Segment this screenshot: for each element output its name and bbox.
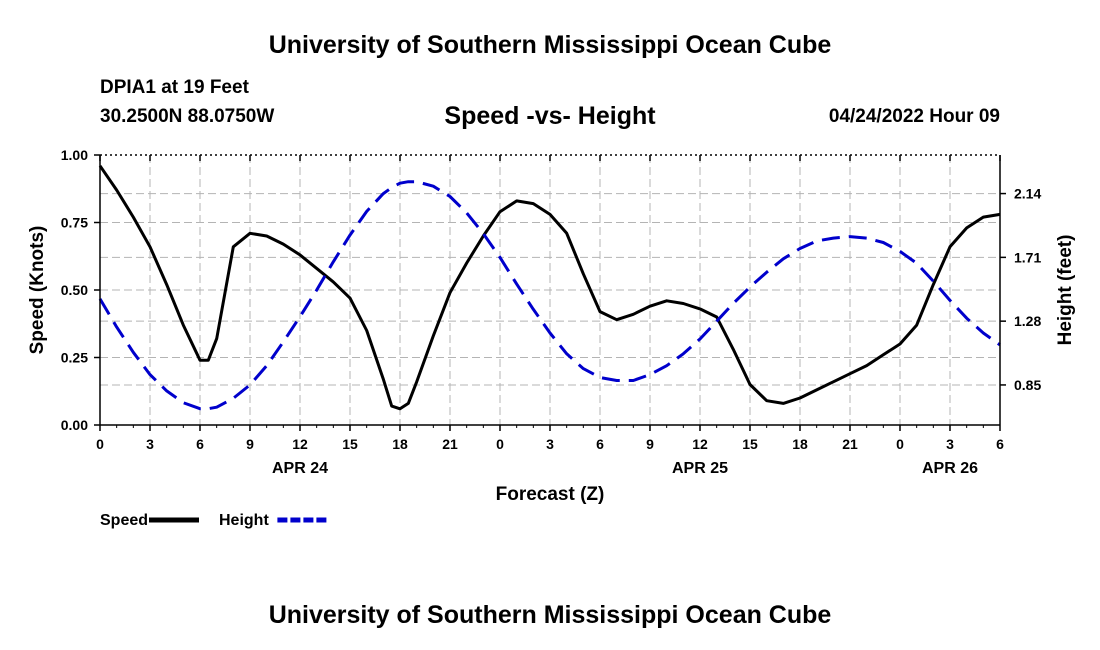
y-axis-title: Speed (Knots)	[27, 226, 48, 355]
x-tick-label: 6	[596, 436, 604, 452]
y-tick-label: 0.75	[61, 215, 88, 231]
date-label: 04/24/2022 Hour 09	[828, 106, 1000, 127]
series-line-height	[98, 180, 1001, 411]
x-tick-label: 6	[996, 436, 1004, 452]
footer-title: University of Southern Mississippi Ocean…	[268, 601, 832, 629]
x-tick-label: 18	[792, 436, 808, 452]
y-tick-label: 1.00	[61, 147, 88, 163]
x-day-label: APR 24	[272, 460, 328, 477]
x-tick-label: 9	[646, 436, 654, 452]
legend-label-height: Height	[219, 512, 269, 529]
x-tick-label: 9	[246, 436, 254, 452]
x-tick-label: 3	[946, 436, 954, 452]
x-tick-label: 15	[742, 436, 758, 452]
x-tick-label: 0	[96, 436, 104, 452]
x-day-label: APR 26	[922, 460, 978, 477]
page-title: University of Southern Mississippi Ocean…	[268, 31, 832, 59]
station-coords: 30.2500N 88.0750W	[100, 106, 275, 127]
legend-label-speed: Speed	[100, 512, 148, 529]
x-tick-label: 21	[442, 436, 458, 452]
x-tick-label: 6	[196, 436, 204, 452]
y2-tick-label: 0.85	[1014, 377, 1041, 393]
x-tick-label: 12	[692, 436, 708, 452]
y2-tick-label: 1.71	[1014, 249, 1041, 265]
x-tick-label: 0	[496, 436, 504, 452]
x-tick-label: 0	[896, 436, 904, 452]
y2-tick-label: 2.14	[1014, 186, 1041, 202]
y2-tick-label: 1.28	[1014, 313, 1041, 329]
x-tick-label: 15	[342, 436, 358, 452]
x-tick-label: 18	[392, 436, 408, 452]
y-tick-label: 0.00	[61, 417, 88, 433]
y2-axis-title: Height (feet)	[1055, 235, 1076, 346]
x-axis-title: Forecast (Z)	[496, 484, 605, 505]
speed-height-chart: 0 3 6 9 12 15 18 21 0 3 6 9 12 15 18 21 0 3 6 APR 24 APR 25 A…	[27, 147, 1076, 529]
x-tick-label: 3	[146, 436, 154, 452]
x-tick-label: 3	[546, 436, 554, 452]
station-name: DPIA1 at 19 Feet	[100, 77, 249, 98]
series-line-speed	[98, 164, 1001, 411]
y-tick-label: 0.50	[61, 282, 88, 298]
chart-title: Speed -vs- Height	[444, 102, 656, 130]
x-tick-label: 12	[292, 436, 308, 452]
y-tick-label: 0.25	[61, 350, 88, 366]
x-tick-label: 21	[842, 436, 858, 452]
x-day-label: APR 25	[672, 460, 728, 477]
